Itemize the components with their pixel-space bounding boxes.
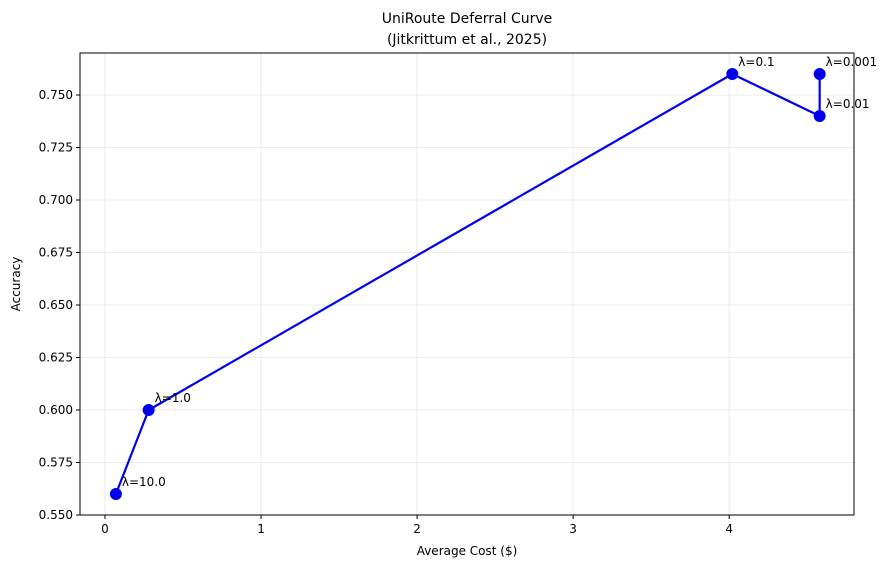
series-line [114,72,821,495]
point-label: λ=0.1 [738,55,774,69]
y-tick-label: 0.600 [39,403,73,417]
x-tick-label: 3 [569,522,577,536]
y-axis-label: Accuracy [9,257,23,312]
x-tick-label: 0 [101,522,109,536]
point-label: λ=0.001 [826,55,878,69]
x-axis-label: Average Cost ($) [417,544,518,558]
y-tick-label: 0.650 [39,298,73,312]
data-point [813,68,826,80]
x-tick-label: 4 [725,522,733,536]
series-layer [109,68,826,500]
data-point [726,68,739,80]
y-tick-label: 0.700 [39,193,73,207]
x-tick-label: 1 [257,522,265,536]
chart-title-line1: UniRoute Deferral Curve [382,11,553,27]
point-label: λ=0.01 [826,97,870,111]
plot-frame [79,52,855,516]
x-tick-label: 2 [413,522,421,536]
grid-layer [80,53,854,516]
point-label: λ=10.0 [122,475,166,489]
y-tick-label: 0.550 [39,508,73,522]
x-axis-ticks: 0 1 2 3 4 [101,515,733,536]
y-tick-label: 0.750 [39,88,73,102]
chart-title-line2: (Jitkrittum et al., 2025) [387,32,547,48]
point-label: λ=1.0 [155,391,191,405]
y-tick-label: 0.575 [39,456,73,470]
y-axis-ticks: 0.550 0.575 0.600 0.625 0.650 0.675 0.700 0.725… [39,88,80,522]
y-tick-label: 0.675 [39,246,73,260]
data-point [142,404,155,416]
data-point [813,110,826,122]
data-point [109,488,122,500]
point-labels: λ=10.0 λ=1.0 λ=0.1 λ=0.01 λ=0.001 [122,55,877,489]
y-tick-label: 0.725 [39,141,73,155]
y-tick-label: 0.625 [39,351,73,365]
